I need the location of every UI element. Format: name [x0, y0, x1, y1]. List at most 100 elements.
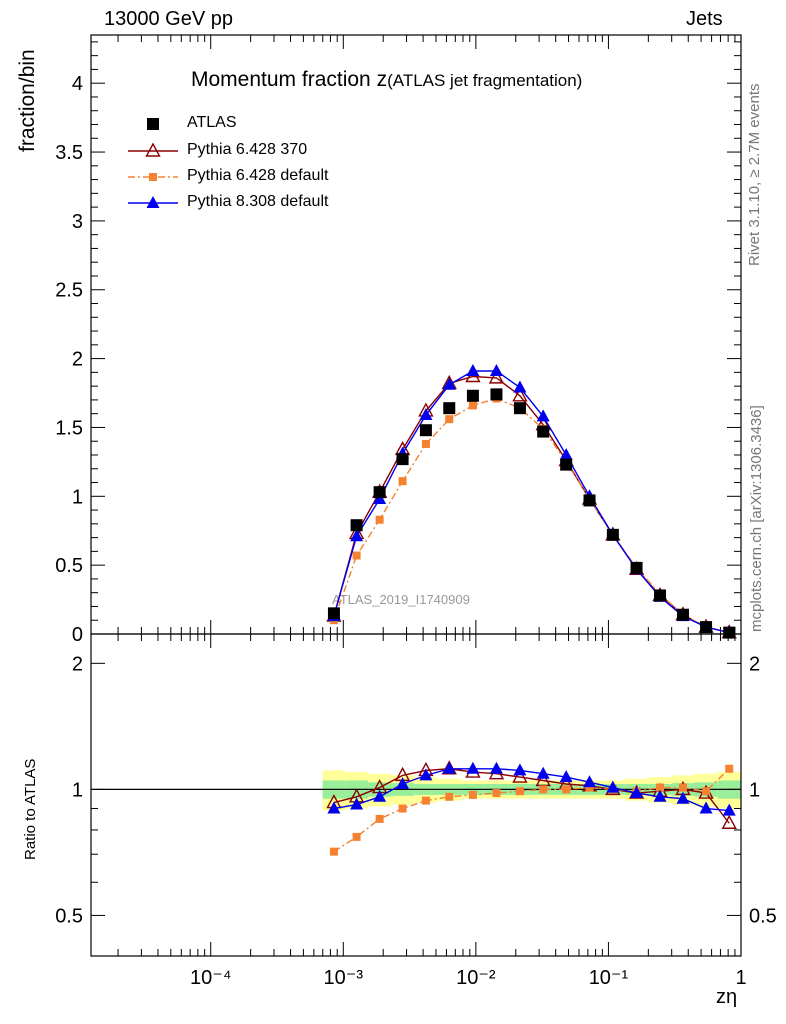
chart-title-sub: (ATLAS jet fragmentation)	[387, 71, 583, 90]
data-point-series-0	[606, 528, 619, 541]
ratio-point-series-2	[492, 789, 501, 798]
ratio-point-series-3	[630, 786, 644, 799]
series-line-2	[333, 397, 730, 634]
x-axis-label: zη	[716, 986, 738, 1008]
data-point-series-0	[583, 494, 596, 507]
ratio-point-series-3	[466, 761, 480, 774]
ratio-point-series-2	[445, 792, 454, 801]
x-tick-label: 10⁻⁴	[190, 967, 231, 989]
ratio-point-series-2	[329, 847, 338, 856]
data-point-series-0	[560, 458, 573, 471]
ratio-point-series-3	[442, 761, 456, 774]
ratio-point-series-3	[350, 797, 364, 810]
ratio-point-series-2	[421, 796, 430, 805]
legend-marker-2	[149, 173, 157, 181]
ratio-point-series-3	[536, 766, 550, 779]
x-tick-label: 10⁻²	[456, 967, 496, 989]
data-point-series-0	[327, 607, 340, 620]
data-point-series-3	[442, 377, 456, 390]
x-tick-label: 10⁻¹	[589, 967, 629, 989]
ratio-point-series-2	[725, 764, 734, 773]
data-point-series-1	[488, 369, 505, 384]
legend-marker-0	[147, 118, 159, 130]
data-point-series-0	[490, 388, 503, 401]
main-y-tick-label: 2	[72, 349, 83, 371]
main-y-tick-label: 3.5	[55, 142, 83, 164]
ratio-point-series-2	[678, 783, 687, 792]
data-point-series-0	[630, 561, 643, 574]
data-point-series-2	[445, 415, 454, 424]
ratio-y-tick-label: 0.5	[55, 905, 83, 927]
data-point-series-2	[375, 515, 384, 524]
data-point-series-2	[352, 551, 361, 560]
data-point-series-0	[466, 389, 479, 402]
analysis-watermark: ATLAS_2019_I1740909	[332, 592, 470, 607]
ratio-point-series-2	[702, 787, 711, 796]
main-y-tick-label: 1	[72, 486, 83, 508]
data-point-series-2	[421, 439, 430, 448]
chart-title-main: Momentum fraction z	[191, 68, 388, 91]
main-y-tick-label: 4	[72, 73, 83, 95]
ratio-point-series-1	[512, 768, 528, 783]
ratio-y-tick-label-right: 0.5	[749, 905, 777, 927]
data-point-series-2	[468, 401, 477, 410]
main-y-tick-label: 2.5	[55, 280, 83, 302]
data-point-series-0	[513, 402, 526, 415]
ratio-point-series-3	[653, 789, 667, 802]
data-point-series-2	[398, 477, 407, 486]
data-point-series-0	[537, 425, 550, 438]
ratio-point-series-3	[419, 768, 433, 781]
data-point-series-3	[489, 363, 503, 376]
ratio-y-tick-label-right: 2	[749, 653, 760, 675]
data-point-series-0	[443, 402, 456, 415]
main-y-tick-label: 3	[72, 211, 83, 233]
ratio-point-series-2	[585, 783, 594, 792]
data-point-series-0	[654, 589, 667, 602]
x-tick-label: 1	[735, 967, 746, 989]
legend-marker-3	[146, 196, 160, 208]
ratio-point-series-3	[699, 801, 713, 814]
ratio-plot-frame	[90, 633, 742, 957]
ratio-point-series-2	[375, 814, 384, 823]
ratio-point-series-3	[489, 761, 503, 774]
ratio-point-series-3	[722, 803, 736, 816]
ratio-point-series-3	[676, 791, 690, 804]
data-point-series-0	[396, 453, 409, 466]
data-point-series-0	[676, 608, 689, 621]
data-point-series-1	[512, 387, 528, 402]
ratio-point-series-3	[513, 763, 527, 776]
legend-label-atlas: ATLAS	[187, 114, 237, 131]
ratio-y-tick-label: 2	[72, 653, 83, 675]
ratio-point-series-2	[398, 804, 407, 813]
ratio-point-series-3	[559, 770, 573, 783]
data-point-series-0	[373, 486, 386, 499]
ratio-point-series-2	[468, 790, 477, 799]
data-point-series-3	[559, 447, 573, 460]
main-y-tick-label: 1.5	[55, 417, 83, 439]
data-point-series-0	[700, 621, 713, 634]
x-tick-label: 10⁻³	[324, 967, 364, 989]
data-point-series-3	[536, 409, 550, 422]
data-point-series-0	[419, 424, 432, 437]
data-point-series-3	[350, 529, 364, 542]
ratio-point-series-3	[583, 775, 597, 788]
ratio-point-series-2	[352, 832, 361, 841]
ratio-point-series-2	[656, 783, 665, 792]
ratio-point-series-3	[606, 780, 620, 793]
header-process-label: 13000 GeV pp	[104, 8, 233, 30]
data-point-series-0	[350, 519, 363, 532]
main-y-tick-label: 0	[72, 624, 83, 646]
legend-label-pythia8-default: Pythia 8.308 default	[187, 193, 329, 210]
ratio-y-tick-label: 1	[72, 779, 83, 801]
main-y-tick-label: 0.5	[55, 555, 83, 577]
data-point-series-3	[513, 380, 527, 393]
data-point-series-3	[419, 408, 433, 421]
legend-label-pythia6-370: Pythia 6.428 370	[187, 141, 308, 158]
ratio-y-tick-label-right: 1	[749, 779, 760, 801]
chart-title: Momentum fraction z(ATLAS jet fragmentat…	[191, 68, 582, 92]
legend-marker-1	[145, 142, 161, 157]
ratio-point-series-2	[515, 787, 524, 796]
data-point-series-3	[466, 363, 480, 376]
ratio-point-series-3	[373, 789, 387, 802]
